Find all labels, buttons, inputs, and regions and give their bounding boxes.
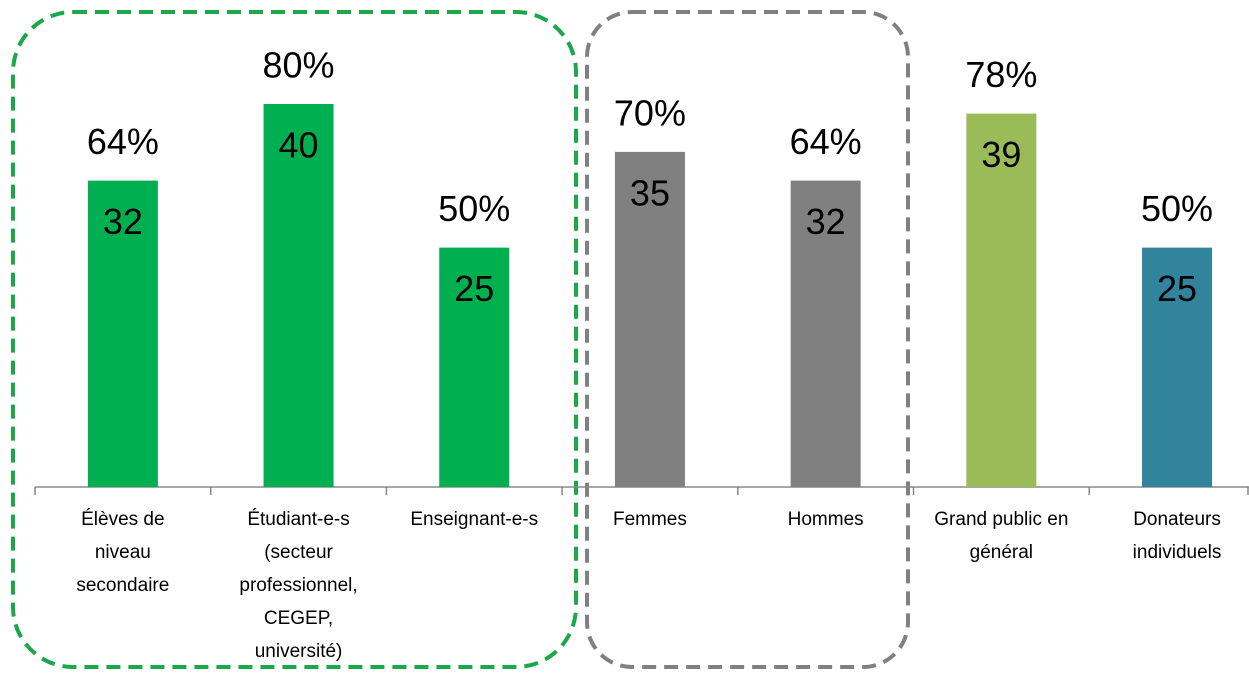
bar [439,247,510,487]
percent-label: 80% [263,45,335,86]
x-tick-label: (secteur [264,542,333,563]
group-box [11,10,578,669]
bar [263,104,334,487]
percent-label: 64% [87,121,159,162]
x-tick-label: professionnel, [239,575,357,596]
data-label: 39 [981,134,1021,175]
bar [790,180,861,487]
x-tick-label: Donateurs [1133,509,1221,530]
x-tick-label: Femmes [613,509,687,530]
bar [966,113,1037,487]
percent-label: 50% [1141,188,1213,229]
group-box [585,10,910,669]
x-tick-label: Élèves de [81,509,164,530]
percent-label: 78% [965,54,1037,95]
x-tick-label: secondaire [76,575,169,596]
x-tick-label: Enseignant-e-s [410,509,538,530]
bar [1142,247,1213,487]
data-label: 25 [454,268,494,309]
x-tick-label: Hommes [788,509,864,530]
x-tick-label: université) [255,641,343,662]
bar [614,151,685,487]
x-tick-label: niveau [95,542,151,563]
percent-label: 50% [438,188,510,229]
data-label: 32 [806,201,846,242]
data-label: 25 [1157,268,1197,309]
percent-label: 70% [614,92,686,133]
x-tick-label: général [970,542,1033,563]
x-tick-label: CEGEP, [264,608,333,629]
percent-label: 64% [790,121,862,162]
x-tick-label: individuels [1133,542,1222,563]
data-label: 40 [279,125,319,166]
x-tick-label: Grand public en [934,509,1068,530]
bar [87,180,158,487]
data-label: 35 [630,172,670,213]
data-label: 32 [103,201,143,242]
x-tick-label: Étudiant-e-s [247,509,349,530]
